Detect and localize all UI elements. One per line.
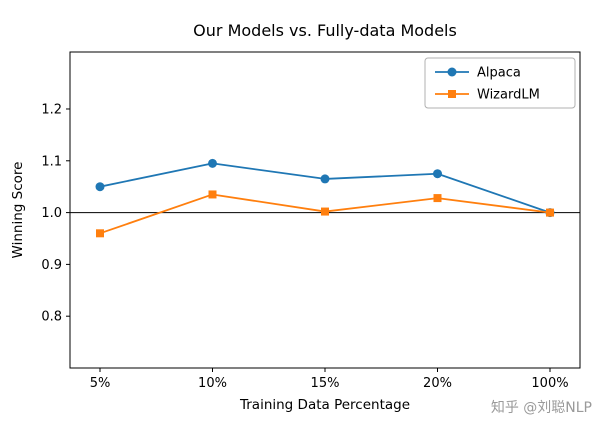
x-axis-label: Training Data Percentage (239, 397, 410, 413)
legend: Alpaca WizardLM (424, 57, 576, 109)
x-tick-label: 15% (311, 376, 340, 391)
legend-label-alpaca: Alpaca (477, 66, 521, 81)
watermark: 知乎 @刘聪NLP (490, 400, 592, 416)
legend-box (424, 57, 576, 109)
y-tick-label: 1.1 (41, 154, 62, 169)
x-tick-label: 10% (198, 376, 227, 391)
series-marker-alpaca (95, 182, 105, 192)
x-tick-label: 5% (90, 376, 111, 391)
x-tick-label: 20% (423, 376, 452, 391)
series-marker-wizardlm (96, 229, 104, 238)
y-tick-label: 0.8 (41, 310, 62, 325)
legend-marker-alpaca (447, 67, 457, 77)
series-marker-wizardlm (208, 190, 217, 199)
y-tick-label: 1.2 (41, 102, 62, 117)
y-axis-label: Winning Score (10, 162, 26, 259)
series-marker-alpaca (320, 174, 330, 184)
series-marker-wizardlm (546, 208, 554, 217)
series-line-alpaca (99, 162, 551, 214)
y-tick-label: 0.9 (41, 258, 62, 273)
chart-title: Our Models vs. Fully-data Models (193, 21, 457, 40)
series-marker-alpaca (433, 169, 442, 179)
series-marker-wizardlm (321, 207, 329, 216)
x-tick-label: 100% (531, 376, 568, 391)
legend-marker-wizardlm (448, 90, 456, 98)
legend-label-wizardlm: WizardLM (477, 88, 540, 103)
series-marker-wizardlm (433, 194, 442, 203)
y-tick-label: 1.0 (41, 206, 62, 221)
series-marker-alpaca (208, 158, 217, 168)
